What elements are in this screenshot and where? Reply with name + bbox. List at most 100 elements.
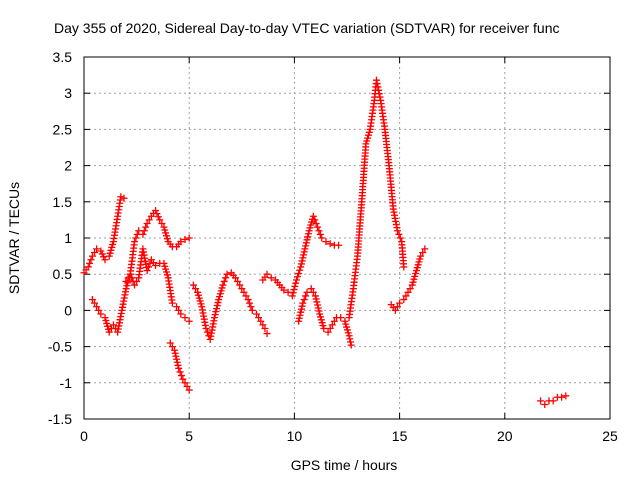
data-point-interp [145,263,153,271]
x-axis: 0 5 10 15 20 25 [80,57,618,444]
data-point-interp [316,230,324,238]
x-tick-label: 10 [287,428,303,444]
data-point-interp [154,213,162,221]
data-point [93,245,101,253]
data-point-interp [289,289,297,297]
series-arc-6 [259,212,343,300]
data-point [248,306,256,314]
data-point [288,292,296,300]
data-point-interp [297,305,305,313]
data-point [152,206,160,214]
data-point [101,256,109,264]
data-point [301,245,309,253]
data-point-interp [300,248,308,256]
data-point-interp [255,314,263,322]
data-point-interp [373,80,381,88]
data-point [240,288,248,296]
x-tick-label: 20 [497,428,513,444]
y-tick-label: -1 [60,375,73,391]
data-point [185,317,193,325]
x-tick-label: 0 [80,428,88,444]
data-point-interp [171,349,179,357]
series-arc-1 [80,193,128,277]
y-tick-label: 0 [64,302,72,318]
data-point-interp [330,317,338,325]
data-point [166,339,174,347]
data-point [337,314,345,322]
data-point [322,238,330,246]
data-point [417,252,425,260]
data-point-interp [315,227,323,235]
data-point [126,270,134,278]
data-point [117,193,125,201]
data-point [179,375,187,383]
y-axis-label: SDTVAR / TECUs [6,182,22,294]
data-point [143,220,151,228]
data-point-interp [295,314,303,322]
data-point [267,274,275,282]
data-point [231,274,239,282]
data-point [189,281,197,289]
data-point [335,241,343,249]
y-tick-label: -0.5 [48,339,72,355]
data-point [173,303,181,311]
data-point [297,263,305,271]
data-point [314,223,322,231]
data-point-interp [177,372,185,380]
data-point [223,270,231,278]
data-point-interp [146,259,154,267]
y-tick-label: 1 [64,230,72,246]
data-point-interp [311,216,319,224]
data-point-interp [326,325,334,332]
data-points [80,76,570,409]
data-point-interp [313,298,321,306]
data-point-interp [315,307,323,315]
data-point-interp [304,230,312,238]
data-point [93,303,101,311]
data-point-interp [173,355,181,363]
data-point [562,392,570,400]
series-arc-4 [166,339,193,394]
data-point-interp [140,227,148,235]
data-point-interp [302,239,310,247]
y-tick-label: 3.5 [53,49,73,65]
data-point [202,325,210,332]
data-point [105,328,113,336]
data-point [396,299,404,307]
data-point-interp [298,302,306,310]
data-point [97,310,105,318]
data-point [393,227,401,235]
data-point-interp [214,299,222,307]
data-point-interp [238,285,246,293]
data-point-interp [375,86,383,94]
data-point [391,306,399,314]
data-point [177,310,185,318]
data-point [139,230,147,238]
data-point [549,397,557,405]
data-point [185,386,193,394]
data-point [303,288,311,296]
data-point-interp [393,303,401,311]
data-point-interp [242,292,250,300]
data-point [168,299,176,307]
data-point [244,296,252,304]
data-point [404,288,412,296]
data-point-interp [314,301,322,309]
data-point [177,238,185,246]
data-point [558,393,566,401]
data-point-interp [292,279,300,287]
data-point-interp [175,306,183,314]
data-point-interp [132,234,140,242]
data-point-interp [376,93,384,101]
data-point [324,328,332,336]
data-point [156,216,164,224]
data-point-interp [304,233,312,241]
data-point [88,252,96,260]
data-point [122,277,130,285]
data-point-interp [396,234,404,242]
y-tick-label: 3 [64,85,72,101]
data-point-interp [374,83,382,91]
data-point-interp [181,379,189,387]
data-point-interp [296,266,304,274]
